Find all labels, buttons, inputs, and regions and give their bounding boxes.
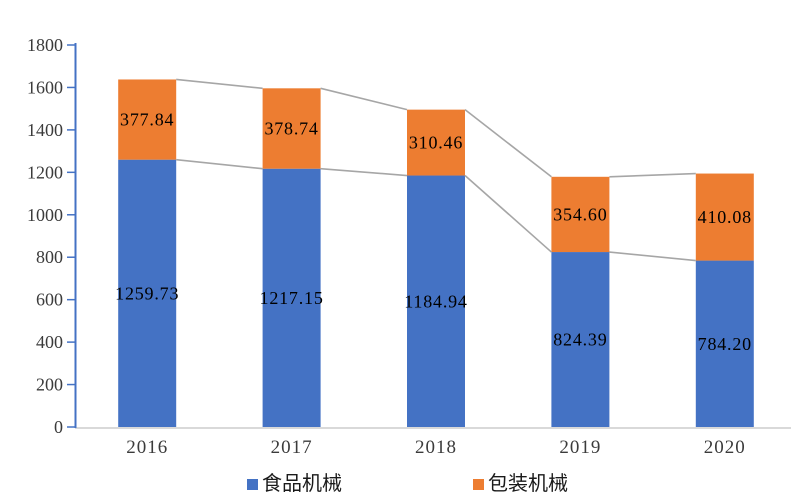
x-axis-label-2019: 2019 (559, 437, 601, 458)
y-axis-tick-label: 1600 (27, 77, 63, 97)
data-label: 354.60 (553, 204, 607, 224)
legend-item-packaging-machinery: 包装机械 (473, 473, 568, 495)
x-axis-label-2017: 2017 (271, 437, 313, 458)
data-label: 784.20 (698, 334, 752, 354)
x-axis-label-2020: 2020 (704, 437, 746, 458)
x-axis-label-2018: 2018 (415, 437, 457, 458)
data-label: 1217.15 (260, 288, 324, 308)
bar-segment-packaging-machinery-2019 (551, 176, 610, 253)
y-axis-tick-label: 1400 (27, 120, 63, 140)
bar-segment-food-machinery-2018 (407, 175, 465, 427)
y-axis-tick-label: 800 (36, 247, 63, 267)
bar-segment-packaging-machinery-2016 (118, 79, 177, 160)
data-label: 1184.94 (404, 291, 467, 311)
y-axis-tick-label: 1200 (27, 162, 63, 182)
data-label: 824.39 (553, 330, 607, 350)
series-connector-line (320, 87, 408, 111)
bar-segment-food-machinery-2016 (118, 159, 177, 428)
bar-segment-food-machinery-2020 (695, 260, 754, 427)
x-axis-label-2016: 2016 (126, 437, 168, 458)
data-label: 1259.73 (115, 283, 179, 303)
series-connector-line (320, 167, 408, 177)
series-connector-line (609, 172, 696, 178)
y-axis-tick-label: 400 (36, 332, 63, 352)
y-axis-tick-label: 1000 (27, 205, 63, 225)
bar-segment-packaging-machinery-2020 (695, 173, 754, 261)
bar-segment-food-machinery-2019 (551, 252, 610, 427)
y-axis-tick-label: 0 (54, 417, 63, 437)
data-label: 410.08 (698, 207, 752, 227)
chart-legend: 食品机械 包装机械 (0, 473, 796, 495)
data-label: 310.46 (409, 133, 463, 153)
legend-swatch-food-machinery (247, 478, 258, 490)
series-connector-line (609, 251, 696, 262)
legend-swatch-packaging-machinery (473, 478, 484, 490)
bar-segment-packaging-machinery-2018 (407, 109, 465, 176)
series-connector-line (176, 78, 263, 90)
legend-label-packaging-machinery: 包装机械 (488, 473, 568, 495)
legend-label-food-machinery: 食品机械 (262, 473, 342, 495)
y-axis-tick-label: 1800 (27, 35, 63, 55)
data-label: 378.74 (264, 119, 318, 139)
y-axis-tick-label: 600 (36, 290, 63, 310)
series-connector-line (464, 109, 552, 178)
y-axis-tick-label: 200 (36, 375, 63, 395)
legend-item-food-machinery: 食品机械 (247, 473, 342, 495)
bar-segment-food-machinery-2017 (262, 168, 321, 427)
bar-segment-packaging-machinery-2017 (262, 88, 321, 169)
series-connector-line (176, 158, 263, 170)
series-connector-line (464, 174, 552, 253)
data-label: 377.84 (120, 110, 174, 130)
